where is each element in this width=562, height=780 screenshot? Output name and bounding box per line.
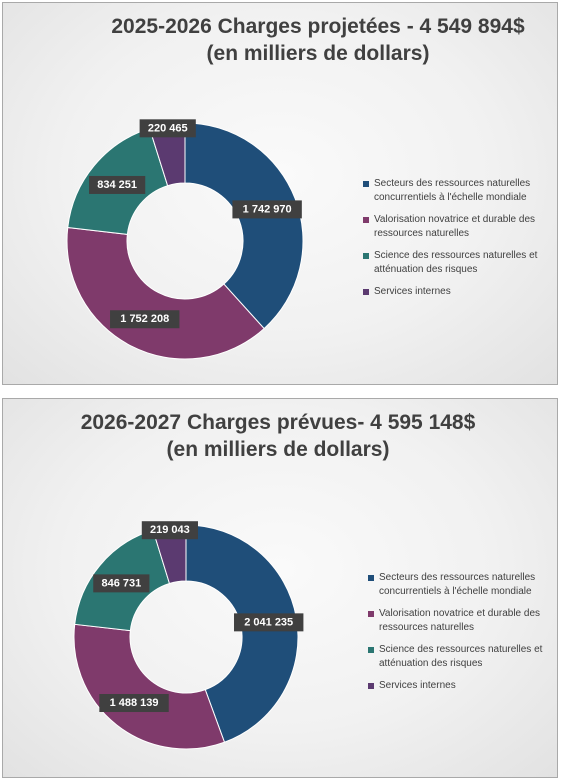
data-label-text: 1 742 970 [243,203,292,215]
legend-swatch [368,575,374,581]
data-label-box [110,310,180,329]
legend-swatch [368,647,374,653]
chart-title: 2026-2027 Charges prévues- 4 595 148$ (e… [43,409,513,463]
legend-label: Valorisation novatrice et durable des re… [374,214,536,239]
data-label-4: 220 465 [139,119,196,138]
chart-title-main: 2025-2026 Charges projetées - 4 549 894$ [111,15,525,38]
donut-slice-1 [184,122,304,330]
data-label-box [89,175,146,194]
data-label-1: 1 742 970 [232,200,302,219]
legend-label: Secteurs des ressources naturelles concu… [374,178,531,203]
legend-entry: Services internes [363,285,559,299]
legend-entry: Secteurs des ressources naturelles concu… [363,177,559,205]
legend-label: Valorisation novatrice et durable des re… [379,608,541,633]
legend-label: Services internes [379,680,456,691]
legend-entry: Valorisation novatrice et durable des re… [368,607,556,635]
data-label-2: 1 752 208 [110,310,180,329]
data-label-box [232,200,302,219]
legend-swatch [368,611,374,617]
data-label-text: 1 488 139 [110,697,159,709]
legend-label: Secteurs des ressources naturelles concu… [379,572,536,597]
chart-panel-2026-2027: 2026-2027 Charges prévues- 4 595 148$ (e… [2,398,558,778]
donut-chart: 1 742 970 1 752 208 834 251 220 465 [66,119,304,360]
data-label-text: 834 251 [97,179,137,191]
legend-swatch [363,217,369,223]
data-label-box [234,613,304,632]
legend-swatch [363,181,369,187]
legend-label: Science des ressources naturelles et att… [379,644,543,669]
legend-entry: Services internes [368,679,556,693]
data-label-text: 219 043 [150,524,190,536]
data-label-2: 1 488 139 [99,694,169,713]
chart-title-main: 2026-2027 Charges prévues- 4 595 148$ [80,411,476,434]
data-label-text: 1 752 208 [120,313,169,325]
data-label-box [141,521,198,540]
data-label-text: 2 041 235 [244,616,293,628]
legend-swatch [363,253,369,259]
legend-label: Science des ressources naturelles et att… [374,250,538,275]
chart-legend: Secteurs des ressources naturelles concu… [368,571,556,701]
legend-label: Services internes [374,286,451,297]
donut-slice-2 [73,623,226,750]
data-label-text: 220 465 [148,122,188,134]
legend-swatch [368,683,374,689]
chart-legend: Secteurs des ressources naturelles concu… [363,177,559,307]
data-label-box [139,119,196,138]
data-label-3: 834 251 [89,175,146,194]
legend-entry: Science des ressources naturelles et att… [363,249,559,277]
donut-slice-1 [185,524,299,743]
data-label-1: 2 041 235 [234,613,304,632]
data-label-4: 219 043 [141,521,198,540]
data-label-box [93,574,150,593]
legend-entry: Secteurs des ressources naturelles concu… [368,571,556,599]
chart-title: 2025-2026 Charges projetées - 4 549 894$… [98,13,538,67]
donut-chart: 2 041 235 1 488 139 846 731 219 043 [73,521,304,750]
legend-swatch [363,289,369,295]
chart-subtitle: (en milliers de dollars) [206,42,430,65]
data-label-text: 846 731 [101,577,141,589]
legend-entry: Valorisation novatrice et durable des re… [363,213,559,241]
data-label-3: 846 731 [93,574,150,593]
data-label-box [99,694,169,713]
legend-entry: Science des ressources naturelles et att… [368,643,556,671]
chart-subtitle: (en milliers de dollars) [166,438,390,461]
chart-panel-2025-2026: 2025-2026 Charges projetées - 4 549 894$… [2,2,558,385]
